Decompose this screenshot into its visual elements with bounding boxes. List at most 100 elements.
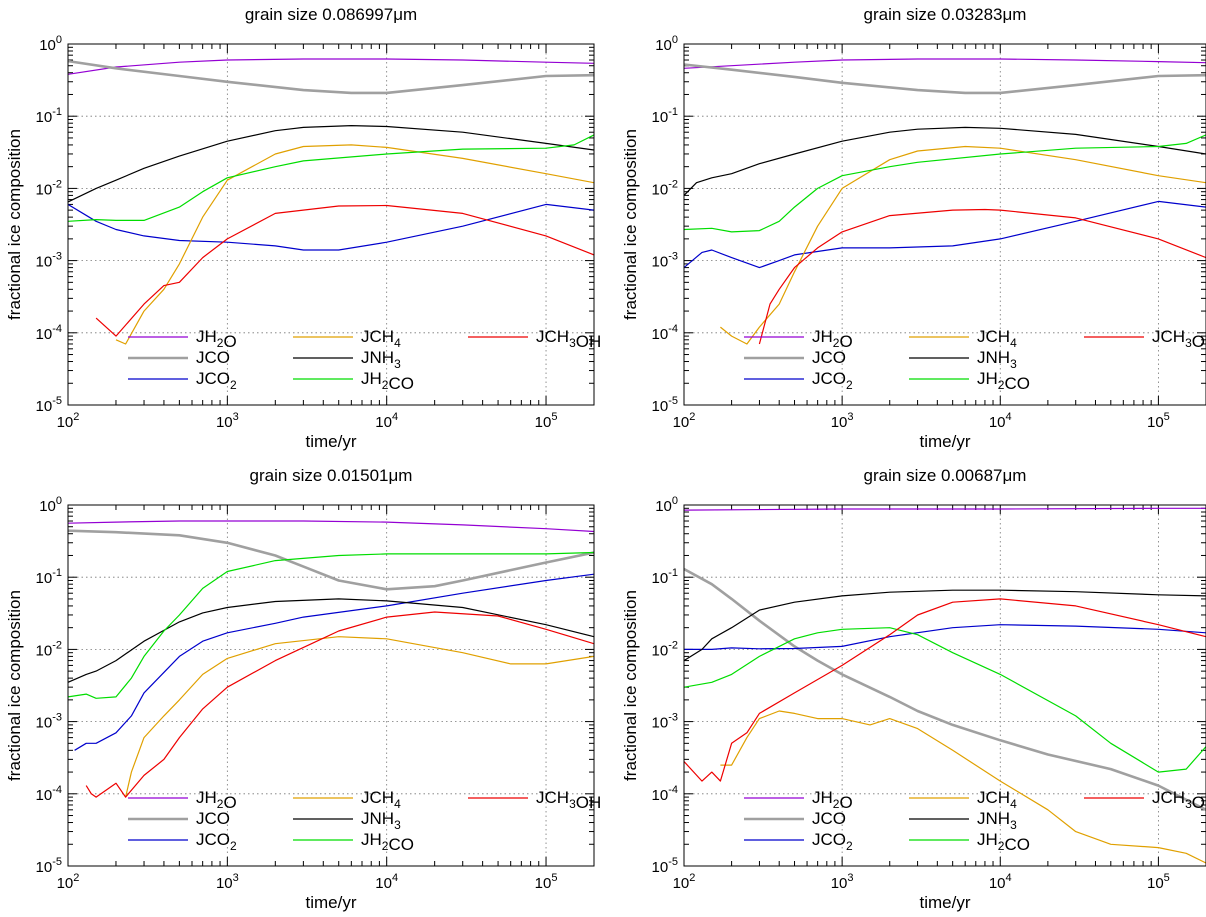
y-tick-label: 10-4 [36, 323, 62, 343]
legend-entry-jco: JCO [812, 348, 846, 367]
y-tick-label: 10-2 [652, 178, 678, 198]
x-tick-label: 105 [1147, 411, 1170, 431]
legend-entry-jh2co: JH2CO [361, 830, 414, 854]
legend-entry-jch3oh: JCH3OH [1152, 788, 1206, 812]
series-line-jh2co [684, 134, 1206, 233]
x-tick-label: 102 [673, 872, 696, 892]
legend-entry-jh2co: JH2CO [977, 830, 1030, 854]
series-line-jco [684, 63, 1206, 95]
x-tick-label: 102 [673, 411, 696, 431]
series-line-jch3oh [684, 598, 1206, 782]
plot-area [68, 520, 594, 798]
legend-entry-jh2o: JH2O [196, 327, 237, 351]
x-tick-label: 105 [535, 872, 558, 892]
series-line-jnh3 [684, 126, 1206, 196]
y-tick-label: 100 [655, 34, 678, 54]
legend-entry-jch3oh: JCH3OH [536, 327, 601, 351]
chart-panel: grain size 0.00687μm 102 103 104 105 10-5 10-4… [621, 466, 1206, 912]
series-line-jco [684, 567, 1206, 811]
y-tick-label: 100 [39, 495, 62, 515]
chart-title: grain size 0.01501μm [250, 466, 413, 485]
y-tick-label: 10-3 [652, 712, 678, 732]
x-tick-label: 105 [1147, 872, 1170, 892]
y-tick-label: 10-5 [652, 856, 678, 876]
legend-entry-jh2o: JH2O [196, 788, 237, 812]
y-tick-label: 10-1 [652, 567, 678, 587]
plot-area [684, 58, 1206, 345]
x-tick-label: 102 [57, 872, 80, 892]
x-axis-label: time/yr [920, 432, 971, 451]
x-tick-label: 104 [989, 872, 1012, 892]
legend-entry-jh2o: JH2O [812, 327, 853, 351]
x-tick-label: 103 [216, 872, 239, 892]
y-tick-label: 10-4 [652, 784, 678, 804]
chart-panel: grain size 0.01501μm 102 103 104 105 10-5 10-4… [5, 466, 601, 912]
series-line-jch4 [125, 636, 594, 798]
series-line-jh2co [68, 134, 594, 222]
chart-panel: grain size 0.03283μm 102 103 104 105 10-5 10-4… [621, 5, 1206, 451]
y-tick-label: 10-1 [36, 106, 62, 126]
legend-entry-jnh3: JNH3 [361, 809, 401, 832]
x-axis-label: time/yr [920, 893, 971, 912]
plot-area [68, 58, 594, 345]
x-tick-label: 105 [535, 411, 558, 431]
series-line-jh2co [68, 551, 594, 699]
chart-panel: grain size 0.086997μm 102 103 104 105 10-5 10-… [5, 5, 601, 451]
y-axis-label: fractional ice composition [621, 590, 640, 781]
legend-entry-jco: JCO [196, 348, 230, 367]
y-tick-label: 10-5 [36, 856, 62, 876]
series-line-jco2 [68, 203, 594, 251]
legend-entry-jco2: JCO2 [196, 830, 237, 853]
legend-entry-jco: JCO [812, 809, 846, 828]
series-line-jco [68, 59, 594, 95]
series-line-jh2co [684, 627, 1206, 773]
series-line-jnh3 [68, 598, 594, 683]
series-line-jh2o [68, 520, 594, 533]
x-tick-label: 104 [375, 411, 398, 431]
x-tick-label: 103 [831, 411, 854, 431]
x-tick-label: 103 [216, 411, 239, 431]
y-tick-label: 10-2 [36, 178, 62, 198]
legend-entry-jco2: JCO2 [812, 830, 853, 853]
legend-entry-jch4: JCH4 [361, 788, 401, 811]
series-line-jch3oh [85, 611, 594, 798]
y-axis-label: fractional ice composition [621, 129, 640, 320]
x-axis-label: time/yr [306, 893, 357, 912]
y-tick-label: 10-2 [652, 639, 678, 659]
chart-title: grain size 0.03283μm [864, 5, 1027, 24]
legend-entry-jnh3: JNH3 [977, 348, 1017, 371]
legend-entry-jnh3: JNH3 [977, 809, 1017, 832]
legend-entry-jh2co: JH2CO [361, 369, 414, 393]
y-tick-label: 10-2 [36, 639, 62, 659]
series-line-jco2 [684, 200, 1206, 269]
y-axis-label: fractional ice composition [5, 590, 24, 781]
series-line-jco [68, 529, 594, 591]
legend-entry-jh2o: JH2O [812, 788, 853, 812]
series-line-jch4 [720, 710, 1206, 864]
legend-entry-jch3oh: JCH3OH [1152, 327, 1206, 351]
series-line-jch3oh [95, 204, 594, 337]
series-line-jco2 [74, 573, 594, 751]
chart-title: grain size 0.086997μm [245, 5, 417, 24]
x-axis-label: time/yr [306, 432, 357, 451]
x-tick-label: 104 [989, 411, 1012, 431]
y-axis-label: fractional ice composition [5, 129, 24, 320]
legend-entry-jco2: JCO2 [196, 369, 237, 392]
legend-entry-jh2co: JH2CO [977, 369, 1030, 393]
y-tick-label: 10-3 [652, 251, 678, 271]
series-line-jch4 [115, 144, 594, 345]
plot-frame [683, 504, 1206, 867]
series-line-jch3oh [758, 208, 1206, 345]
y-tick-label: 10-5 [652, 395, 678, 415]
plot-frame [683, 43, 1206, 406]
series-line-jnh3 [684, 589, 1206, 662]
y-tick-label: 10-3 [36, 251, 62, 271]
x-tick-label: 102 [57, 411, 80, 431]
legend-entry-jch4: JCH4 [977, 327, 1017, 350]
series-line-jh2o [684, 507, 1206, 511]
chart-title: grain size 0.00687μm [864, 466, 1027, 485]
series-line-jco2 [684, 624, 1206, 650]
legend-entry-jch4: JCH4 [977, 788, 1017, 811]
legend-entry-jch3oh: JCH3OH [536, 788, 601, 812]
